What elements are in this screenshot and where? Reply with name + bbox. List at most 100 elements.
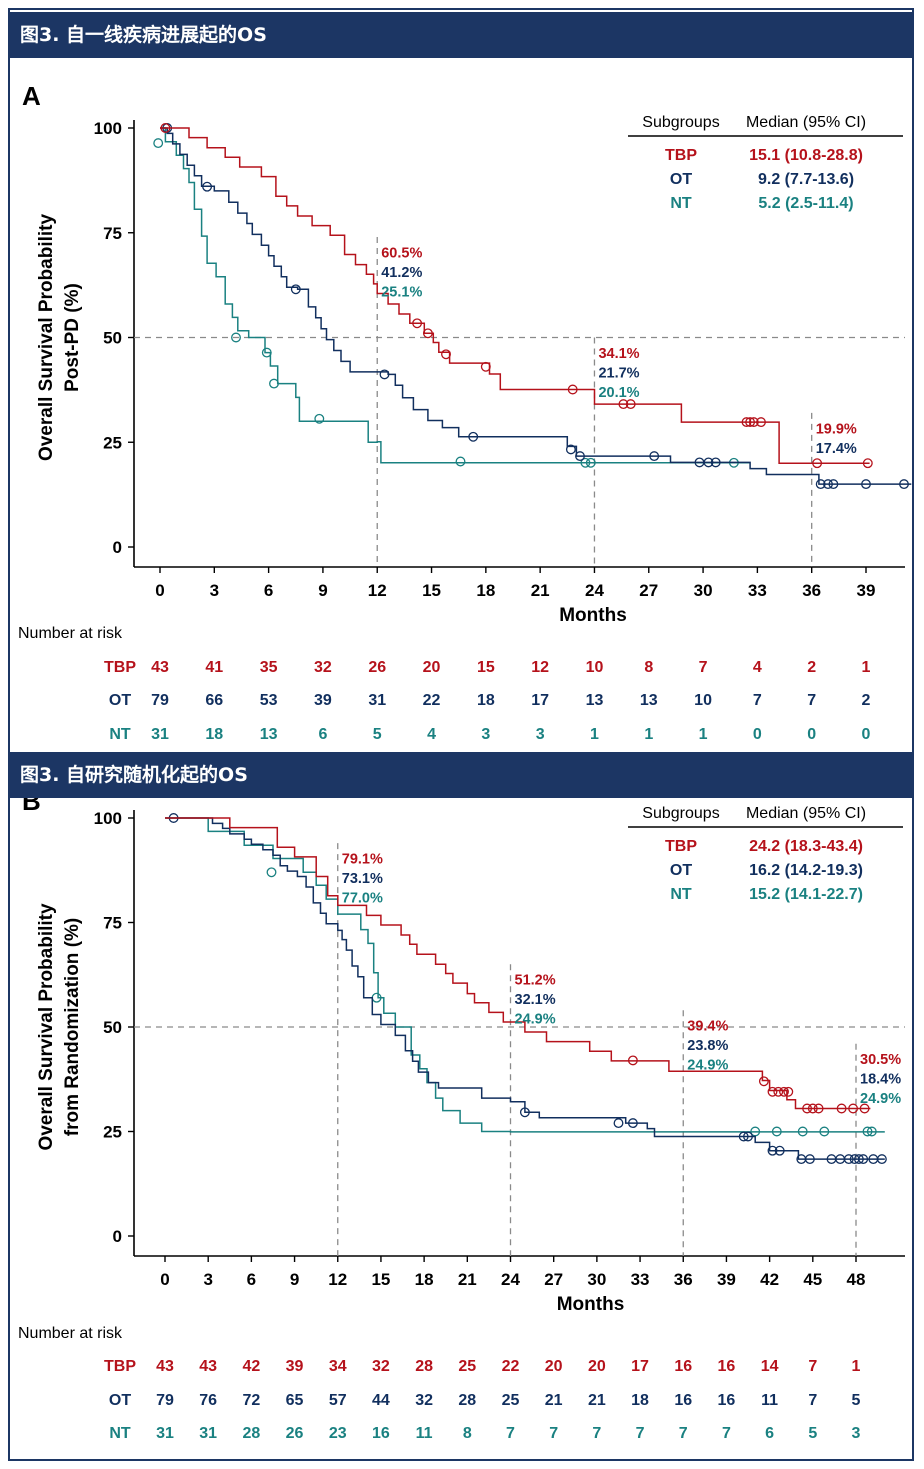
risk-count-nt: 16 — [372, 1425, 390, 1442]
risk-count-nt: 31 — [151, 726, 169, 743]
x-tick-label: 45 — [803, 1270, 822, 1289]
landmark-label-ot: 32.1% — [515, 992, 556, 1008]
risk-count-ot: 31 — [368, 692, 386, 709]
x-tick-label: 3 — [203, 1270, 212, 1289]
risk-count-nt: 8 — [463, 1425, 472, 1442]
legend-header-median: Median (95% CI) — [746, 114, 866, 131]
censor-mark-nt — [266, 867, 277, 878]
risk-count-tbp: 1 — [862, 659, 871, 676]
censor-mark-ot — [876, 1154, 887, 1165]
legend-name-ot: OT — [670, 862, 692, 879]
risk-count-tbp: 20 — [423, 659, 441, 676]
x-tick-label: 15 — [371, 1270, 390, 1289]
landmark-label-nt: 20.1% — [598, 385, 639, 401]
risk-count-ot: 79 — [156, 1392, 174, 1409]
censor-mark-tbp — [756, 417, 766, 428]
censor-mark-tbp — [741, 417, 752, 428]
figure-title-b: 图3. 自研究随机化起的OS — [8, 752, 914, 798]
risk-count-tbp: 12 — [531, 659, 549, 676]
risk-count-tbp: 26 — [368, 659, 386, 676]
risk-count-tbp: 4 — [753, 659, 762, 676]
y-tick-label: 25 — [103, 1123, 122, 1142]
landmark-label-tbp: 79.1% — [342, 851, 383, 867]
censor-mark-ot — [703, 457, 714, 468]
censor-mark-tbp — [618, 399, 629, 410]
censor-mark-tbp — [807, 1103, 818, 1114]
x-tick-label: 18 — [476, 581, 495, 600]
x-tick-label: 30 — [587, 1270, 606, 1289]
risk-count-ot: 18 — [477, 692, 495, 709]
legend-name-tbp: TBP — [665, 147, 697, 164]
risk-count-nt: 7 — [722, 1425, 731, 1442]
landmark-label-nt: 77.0% — [342, 890, 383, 906]
x-tick-label: 36 — [674, 1270, 693, 1289]
censor-mark-ot — [743, 1131, 753, 1142]
risk-count-nt: 5 — [808, 1425, 817, 1442]
censor-mark-ot — [823, 479, 833, 490]
x-axis-title: Months — [559, 605, 627, 626]
y-tick-label: 0 — [113, 538, 122, 557]
censor-mark-ot — [815, 479, 826, 490]
risk-count-tbp: 16 — [718, 1358, 736, 1375]
censor-mark-tbp — [848, 1103, 859, 1114]
legend-name-nt: NT — [670, 195, 692, 212]
risk-count-nt: 0 — [753, 726, 762, 743]
risk-count-tbp: 35 — [260, 659, 278, 676]
risk-count-ot: 76 — [199, 1392, 217, 1409]
x-tick-label: 9 — [290, 1270, 299, 1289]
x-tick-label: 9 — [318, 581, 327, 600]
censor-mark-nt — [819, 1126, 830, 1137]
censor-mark-ot — [843, 1154, 854, 1165]
risk-count-nt: 7 — [636, 1425, 645, 1442]
risk-row-name-tbp: TBP — [104, 659, 136, 676]
x-tick-label: 24 — [585, 581, 604, 600]
x-tick-label: 21 — [458, 1270, 477, 1289]
risk-count-tbp: 32 — [314, 659, 332, 676]
risk-count-tbp: 10 — [586, 659, 604, 676]
risk-count-nt: 18 — [205, 726, 223, 743]
x-tick-label: 42 — [760, 1270, 779, 1289]
risk-count-nt: 26 — [286, 1425, 304, 1442]
risk-count-ot: 16 — [674, 1392, 692, 1409]
legend-median-nt: 15.2 (14.1-22.7) — [749, 886, 863, 903]
censor-mark-tbp — [812, 458, 823, 469]
risk-count-ot: 21 — [545, 1392, 563, 1409]
figure-title-a: 图3. 自一线疾病进展起的OS — [8, 12, 914, 58]
censor-mark-tbp — [625, 399, 636, 410]
risk-count-ot: 13 — [586, 692, 604, 709]
landmark-label-nt: 24.9% — [860, 1091, 901, 1107]
risk-count-tbp: 20 — [588, 1358, 606, 1375]
y-tick-label: 0 — [113, 1227, 122, 1246]
landmark-label-tbp: 30.5% — [860, 1052, 901, 1068]
risk-count-nt: 31 — [156, 1425, 174, 1442]
risk-count-ot: 17 — [531, 692, 549, 709]
x-tick-label: 12 — [368, 581, 387, 600]
risk-count-ot: 44 — [372, 1392, 390, 1409]
risk-count-ot: 7 — [753, 692, 762, 709]
risk-count-tbp: 41 — [205, 659, 223, 676]
risk-count-nt: 28 — [242, 1425, 260, 1442]
x-tick-label: 33 — [631, 1270, 650, 1289]
km-curve-ot — [165, 817, 885, 1160]
risk-count-tbp: 39 — [286, 1358, 304, 1375]
risk-count-nt: 1 — [590, 726, 599, 743]
risk-count-nt: 23 — [329, 1425, 347, 1442]
censor-mark-tbp — [773, 1086, 784, 1097]
censor-mark-ot — [710, 457, 721, 468]
x-tick-label: 24 — [501, 1270, 520, 1289]
censor-mark-tbp — [441, 349, 451, 360]
risk-count-ot: 39 — [314, 692, 332, 709]
censor-mark-ot — [379, 369, 390, 380]
landmark-label-nt: 24.9% — [687, 1058, 728, 1074]
censor-mark-nt — [862, 1126, 873, 1137]
risk-count-nt: 13 — [260, 726, 278, 743]
legend-header-subgroups: Subgroups — [642, 114, 719, 131]
risk-row-name-nt: NT — [109, 1425, 131, 1442]
x-tick-label: 39 — [857, 581, 876, 600]
censor-mark-tbp — [745, 417, 756, 428]
risk-count-nt: 6 — [318, 726, 327, 743]
risk-count-nt: 1 — [644, 726, 653, 743]
censor-mark-ot — [627, 1118, 638, 1129]
x-tick-label: 12 — [328, 1270, 347, 1289]
landmark-label-ot: 18.4% — [860, 1072, 901, 1088]
